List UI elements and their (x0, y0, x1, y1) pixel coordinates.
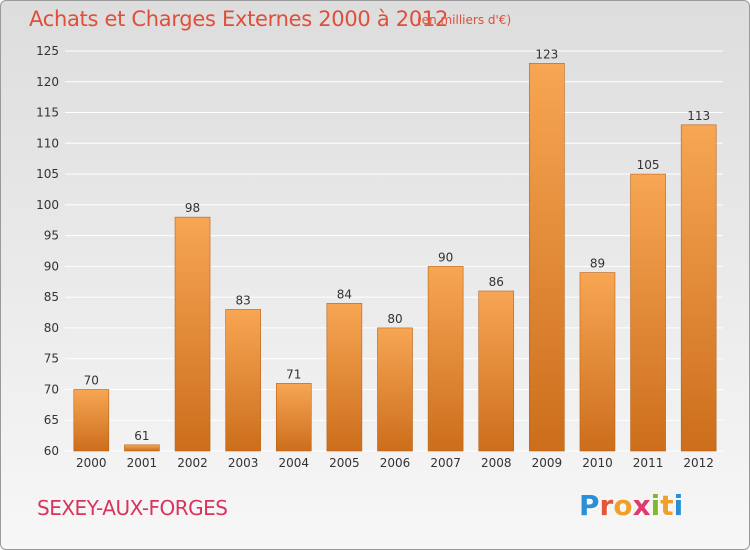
bar-2012 (680, 124, 717, 452)
y-axis: 60 65 70 75 80 85 90 95 100 105 110 115 120 125 (36, 44, 59, 458)
logo-letter-5: t (660, 489, 674, 522)
logo-letter-6: i (673, 489, 684, 522)
y-tick-label: 85 (44, 290, 59, 304)
bar-2000 (73, 389, 110, 452)
value-label-2002: 98 (185, 201, 200, 215)
x-tick-label-2011: 2011 (633, 456, 664, 470)
value-label-2009: 123 (535, 47, 558, 61)
value-label-2001: 61 (134, 429, 149, 443)
x-tick-label-2005: 2005 (329, 456, 360, 470)
bar-2007 (427, 266, 464, 452)
y-tick-label: 65 (44, 413, 59, 427)
x-tick-label-2003: 2003 (228, 456, 259, 470)
bars: 70 61 98 83 71 84 80 90 86 123 89 105 113 (73, 47, 717, 452)
value-label-2000: 70 (84, 373, 99, 387)
bar-2003 (225, 309, 261, 452)
proxiti-logo: Proxiti (579, 489, 683, 522)
bar-2008 (478, 290, 515, 452)
bar-2004 (275, 383, 312, 452)
x-axis-labels: 2000 2001 2002 2003 2004 2005 2006 2007 2008 2009… (76, 456, 714, 470)
logo-letter-4: i (650, 489, 661, 522)
value-label-2005: 84 (337, 287, 352, 301)
y-tick-label: 105 (36, 167, 59, 181)
bar-2009 (529, 63, 565, 452)
x-tick-label-2009: 2009 (532, 456, 563, 470)
value-label-2011: 105 (637, 158, 660, 172)
x-tick-label-2004: 2004 (278, 456, 309, 470)
bar-2006 (377, 327, 413, 452)
x-tick-label-2007: 2007 (430, 456, 461, 470)
y-tick-label: 70 (44, 382, 59, 396)
y-tick-label: 115 (36, 106, 59, 120)
value-label-2006: 80 (387, 312, 402, 326)
value-label-2004: 71 (286, 367, 301, 381)
bar-2010 (579, 272, 616, 452)
value-label-2003: 83 (236, 293, 251, 307)
value-label-2008: 86 (489, 275, 504, 289)
logo-letter-0: P (579, 489, 600, 522)
bar-2002 (174, 216, 211, 452)
bar-2001 (124, 444, 160, 452)
value-label-2012: 113 (687, 109, 710, 123)
bar-2011 (630, 173, 666, 452)
y-tick-label: 125 (36, 44, 59, 58)
bar-2005 (326, 303, 363, 452)
value-label-2010: 89 (590, 257, 605, 271)
x-tick-label-2008: 2008 (481, 456, 512, 470)
x-tick-label-2006: 2006 (380, 456, 411, 470)
x-tick-label-2012: 2012 (683, 456, 714, 470)
logo-letter-2: o (613, 489, 633, 522)
logo-letter-3: x (632, 489, 651, 522)
x-tick-label-2010: 2010 (582, 456, 613, 470)
chart-title: Achats et Charges Externes 2000 à 2012 (29, 7, 449, 31)
y-tick-label: 95 (44, 229, 59, 243)
y-tick-label: 110 (36, 136, 59, 150)
y-tick-label: 60 (44, 444, 59, 458)
y-tick-label: 100 (36, 198, 59, 212)
y-tick-label: 75 (44, 352, 59, 366)
logo-letter-1: r (599, 489, 614, 522)
y-tick-label: 120 (36, 75, 59, 89)
y-tick-label: 90 (44, 259, 59, 273)
value-label-2007: 90 (438, 250, 453, 264)
commune-name: SEXEY-AUX-FORGES (37, 496, 228, 520)
x-tick-label-2002: 2002 (177, 456, 208, 470)
x-tick-label-2001: 2001 (127, 456, 158, 470)
chart-subtitle: (en milliers d'€) (417, 13, 512, 27)
y-tick-label: 80 (44, 321, 59, 335)
x-tick-label-2000: 2000 (76, 456, 107, 470)
